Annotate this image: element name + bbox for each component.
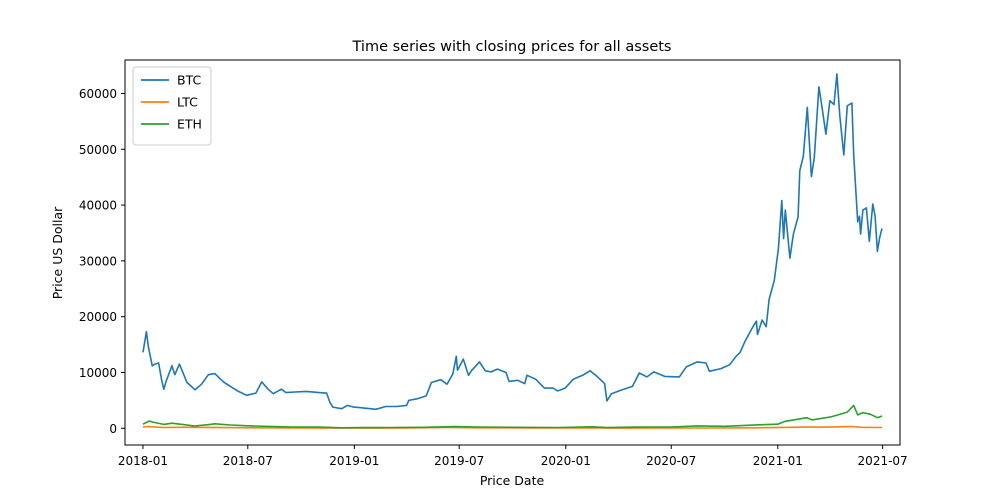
- plot-lines: [142, 73, 883, 429]
- x-axis-label: Price Date: [480, 473, 545, 488]
- y-axis: 0 10000 20000 30000 40000 50000 60000: [79, 87, 125, 436]
- legend: BTC LTC ETH: [132, 66, 212, 146]
- y-tick-label: 40000: [79, 199, 117, 213]
- x-tick-label: 2020-01: [541, 454, 591, 468]
- legend-label-btc: BTC: [177, 73, 201, 88]
- x-tick-label: 2019-07: [434, 454, 484, 468]
- y-tick-label: 50000: [79, 143, 117, 157]
- series-line-eth: [142, 404, 883, 429]
- chart-title: Time series with closing prices for all …: [352, 39, 672, 55]
- series-line-btc: [142, 73, 883, 411]
- x-tick-label: 2019-01: [329, 454, 379, 468]
- x-tick-label: 2021-07: [858, 454, 908, 468]
- legend-label-ltc: LTC: [177, 95, 198, 110]
- y-tick-label: 30000: [79, 254, 117, 268]
- y-tick-label: 0: [109, 422, 117, 436]
- y-tick-label: 10000: [79, 366, 117, 380]
- legend-box: [132, 66, 212, 146]
- plot-frame: [124, 59, 901, 446]
- y-axis-label: Price US Dollar: [50, 206, 65, 299]
- y-tick-label: 20000: [79, 310, 117, 324]
- legend-label-eth: ETH: [177, 117, 202, 132]
- x-tick-label: 2021-01: [753, 454, 803, 468]
- x-axis: 2018-01 2018-07 2019-01 2019-07 2020-01 2020-…: [118, 445, 908, 468]
- x-tick-label: 2018-07: [223, 454, 273, 468]
- y-tick-label: 60000: [79, 87, 117, 101]
- x-tick-label: 2018-01: [118, 454, 168, 468]
- x-tick-label: 2020-07: [646, 454, 696, 468]
